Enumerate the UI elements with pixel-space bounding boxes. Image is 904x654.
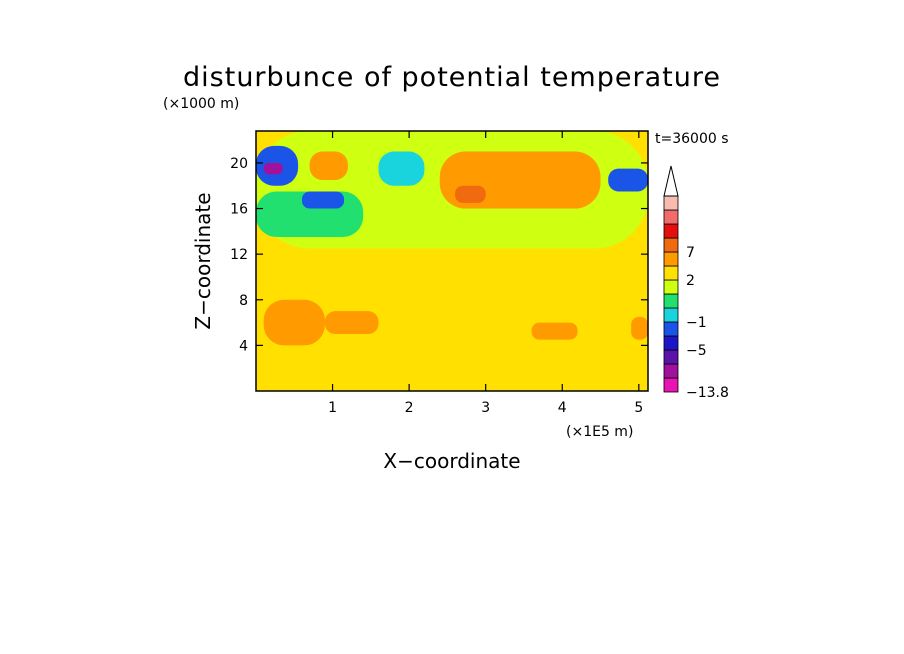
- colorbar-box: [663, 209, 679, 225]
- colorbar-box: [663, 321, 679, 337]
- x-tick-label: 3: [481, 400, 490, 416]
- colorbar-label: 2: [686, 273, 695, 289]
- field-region: [256, 379, 648, 391]
- field-region: [631, 316, 648, 340]
- field-region: [263, 299, 325, 346]
- y-tick-label: 4: [239, 338, 248, 354]
- y-axis: 4 8 12 16 20: [230, 156, 648, 354]
- colorbar-label: 7: [686, 245, 695, 261]
- field-region: [378, 151, 425, 186]
- y-tick-label: 16: [230, 202, 248, 218]
- colorbar-box: [663, 307, 679, 323]
- y-axis-label: Z−coordinate: [191, 192, 215, 329]
- field-region: [301, 191, 345, 209]
- field-region: [263, 162, 283, 175]
- colorbar-label: −1: [686, 315, 707, 331]
- colorbar-box: [663, 195, 679, 211]
- field-region: [309, 151, 348, 181]
- x-unit-label: (×1E5 m): [566, 424, 633, 440]
- colorbar-box: [663, 265, 679, 281]
- colorbar-label: −5: [686, 343, 707, 359]
- colorbar: 7 2 −1 −5 −13.8: [663, 165, 729, 401]
- time-label: t=36000 s: [655, 131, 729, 147]
- x-axis: 1 2 3 4 5: [328, 131, 643, 416]
- colorbar-box: [663, 279, 679, 295]
- colorbar-extend-arrow: [663, 165, 679, 197]
- colorbar-box: [663, 237, 679, 253]
- field-region: [608, 168, 648, 192]
- field-region: [455, 185, 486, 203]
- plot-area: [256, 131, 648, 391]
- colorbar-box: [663, 335, 679, 351]
- x-tick-label: 4: [558, 400, 567, 416]
- colorbar-box: [663, 293, 679, 309]
- y-unit-label: (×1000 m): [163, 96, 239, 112]
- colorbar-box: [663, 251, 679, 267]
- x-axis-label: X−coordinate: [383, 449, 520, 473]
- plot-frame: [255, 130, 649, 392]
- field-region: [531, 322, 578, 340]
- x-tick-label: 1: [328, 400, 337, 416]
- y-tick-label: 20: [230, 156, 248, 172]
- colorbar-box: [663, 377, 679, 393]
- colorbar-label: −13.8: [686, 385, 729, 401]
- x-tick-label: 5: [634, 400, 643, 416]
- field-region: [324, 311, 379, 334]
- chart-title: disturbunce of potential temperature: [183, 62, 721, 93]
- y-tick-label: 12: [230, 247, 248, 263]
- x-tick-label: 2: [405, 400, 414, 416]
- colorbar-box: [663, 223, 679, 239]
- colorbar-box: [663, 363, 679, 379]
- y-tick-label: 8: [239, 293, 248, 309]
- colorbar-box: [663, 349, 679, 365]
